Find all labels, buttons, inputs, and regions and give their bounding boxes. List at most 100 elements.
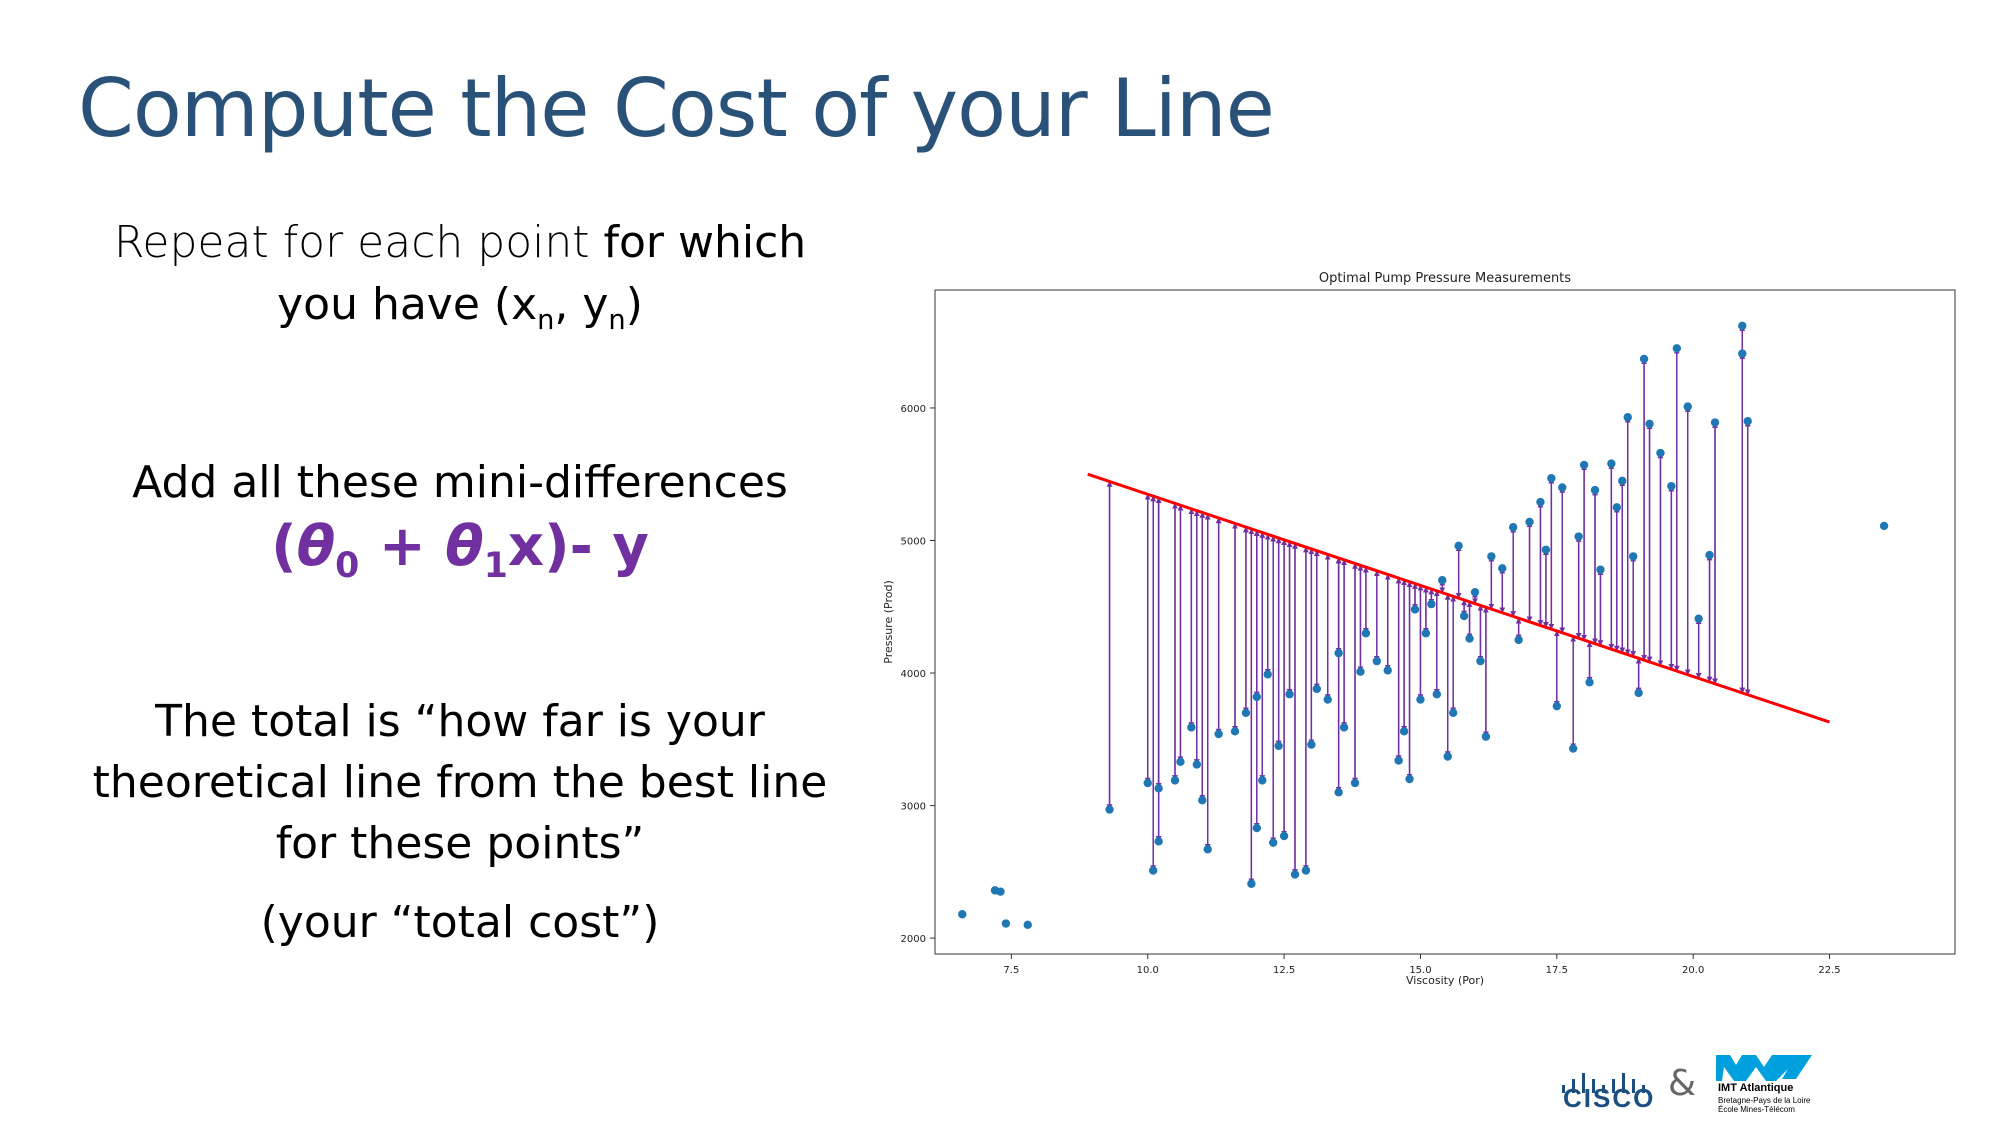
data-point-5 <box>1105 805 1114 814</box>
repeat-line2: you have (x <box>277 279 538 330</box>
comma-y: , y <box>554 279 609 330</box>
fit-line <box>1087 472 1831 724</box>
total-text: The total is “how far is your theoretica… <box>92 695 828 869</box>
data-point-9 <box>1154 837 1163 846</box>
data-point-87 <box>1705 550 1714 560</box>
data-point-28 <box>1290 870 1300 879</box>
formula-plus: + <box>359 513 446 579</box>
data-point-55 <box>1470 587 1480 597</box>
data-point-29 <box>1301 866 1311 875</box>
data-point-90 <box>1738 349 1747 358</box>
data-point-62 <box>1525 517 1534 527</box>
y-axis: 2000 3000 4000 5000 6000 <box>901 404 935 945</box>
data-point-10 <box>1170 776 1180 785</box>
data-point-32 <box>1323 695 1332 704</box>
imt-sub-line2: École Mines-Télécom <box>1718 1105 1795 1114</box>
repeat-bold: for which <box>603 217 807 268</box>
data-point-15 <box>1203 845 1212 854</box>
data-point-13 <box>1192 760 1202 769</box>
x-tick-label-6: 22.5 <box>1818 965 1840 976</box>
fit-line-group <box>1087 472 1831 724</box>
data-point-72 <box>1590 485 1600 495</box>
data-point-42 <box>1399 727 1409 736</box>
data-point-65 <box>1547 473 1556 483</box>
data-point-22 <box>1258 776 1267 785</box>
data-point-12 <box>1187 723 1196 732</box>
data-point-0 <box>958 910 967 919</box>
data-point-25 <box>1274 741 1283 751</box>
data-point-31 <box>1312 684 1322 694</box>
data-point-60 <box>1508 523 1518 532</box>
data-point-27 <box>1285 690 1294 699</box>
data-point-26 <box>1279 831 1289 841</box>
data-point-67 <box>1558 483 1567 492</box>
data-point-36 <box>1350 778 1360 788</box>
ampersand: & <box>1668 1063 1697 1104</box>
cisco-wordmark: CISCO <box>1563 1083 1656 1113</box>
data-points <box>958 321 1889 930</box>
close-paren: ) <box>625 279 643 330</box>
slide-title: Compute the Cost of your Line <box>78 62 1275 155</box>
theta-0: θ <box>296 513 336 579</box>
data-point-74 <box>1607 459 1616 468</box>
data-point-64 <box>1541 545 1551 554</box>
data-point-24 <box>1268 838 1278 847</box>
data-point-89 <box>1738 321 1747 330</box>
plot-frame <box>934 289 1956 955</box>
subscript-1: 1 <box>483 545 508 586</box>
data-point-76 <box>1618 476 1627 486</box>
data-point-81 <box>1645 419 1654 429</box>
data-point-83 <box>1667 481 1676 491</box>
y-tick-label-2: 4000 <box>901 669 926 680</box>
y-tick-label-1: 3000 <box>901 802 926 813</box>
residual-arrows <box>1106 325 1751 885</box>
data-point-19 <box>1247 879 1256 888</box>
x-tick-label-2: 12.5 <box>1273 965 1295 976</box>
total-cost-text: (your “total cost”) <box>260 896 660 948</box>
data-point-70 <box>1579 460 1589 470</box>
data-point-17 <box>1230 727 1240 736</box>
cisco-logo-icon <box>1562 1073 1645 1093</box>
data-point-6 <box>1143 778 1152 788</box>
x-tick-label-4: 17.5 <box>1546 965 1568 976</box>
add-text: Add all these mini-differences <box>132 456 788 508</box>
formula-tail: x)- y <box>507 513 649 579</box>
data-point-37 <box>1356 667 1365 676</box>
data-point-54 <box>1465 634 1474 643</box>
data-point-69 <box>1574 532 1583 541</box>
data-point-84 <box>1672 344 1682 353</box>
data-point-20 <box>1252 823 1262 833</box>
y-tick-label-3: 5000 <box>901 536 926 547</box>
data-point-45 <box>1416 695 1425 704</box>
x-tick-label-0: 7.5 <box>1003 965 1019 976</box>
data-point-3 <box>1001 919 1011 928</box>
x-axis: 7.5 10.0 12.5 15.0 17.5 20.0 22.5 <box>1003 954 1841 976</box>
data-point-11 <box>1176 757 1185 767</box>
data-point-16 <box>1214 729 1223 739</box>
data-point-73 <box>1596 565 1605 574</box>
theta-1: θ <box>445 513 484 579</box>
subscript-0: 0 <box>335 545 360 586</box>
y-tick-label-4: 6000 <box>901 404 926 415</box>
data-point-91 <box>1743 417 1752 426</box>
data-point-86 <box>1694 614 1703 623</box>
data-point-2 <box>996 887 1005 896</box>
data-point-40 <box>1383 666 1392 675</box>
data-point-7 <box>1148 866 1158 875</box>
data-point-47 <box>1427 599 1436 609</box>
data-point-33 <box>1334 788 1343 797</box>
data-point-48 <box>1432 690 1442 699</box>
data-point-88 <box>1710 418 1720 427</box>
x-tick-label-1: 10.0 <box>1137 965 1159 976</box>
subscript-n2: n <box>608 304 626 336</box>
data-point-57 <box>1481 732 1491 741</box>
data-point-77 <box>1623 413 1632 422</box>
text-column: Repeat for each point for which you have … <box>60 212 860 953</box>
data-point-63 <box>1536 497 1545 507</box>
data-point-56 <box>1476 656 1485 666</box>
data-point-34 <box>1334 648 1343 658</box>
data-point-4 <box>1023 920 1032 930</box>
data-point-44 <box>1410 605 1420 614</box>
data-point-18 <box>1241 708 1251 717</box>
data-point-85 <box>1683 402 1692 411</box>
